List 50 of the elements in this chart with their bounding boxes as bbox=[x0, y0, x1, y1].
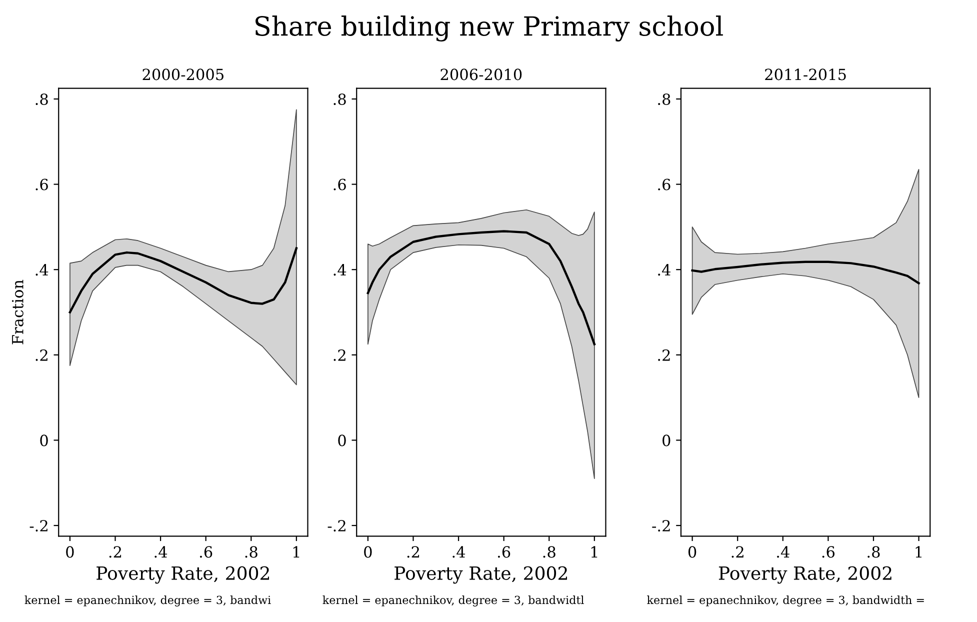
y-tick-label: .4 bbox=[36, 264, 48, 276]
x-tick-label: .8 bbox=[245, 546, 258, 558]
x-tick-label: .8 bbox=[543, 546, 556, 558]
x-axis-title: Poverty Rate, 2002 bbox=[394, 566, 567, 584]
y-tick-label: .2 bbox=[36, 349, 48, 361]
y-tick-label: .6 bbox=[658, 178, 670, 190]
text: kernel = epanechnikov, degree = 3, bandwidth = bbox=[647, 596, 924, 606]
x-tick-label: .6 bbox=[822, 546, 835, 558]
x-tick-label: .4 bbox=[452, 546, 466, 558]
x-tick-label: 0 bbox=[66, 546, 74, 558]
x-tick-label: .2 bbox=[732, 546, 744, 558]
y-tick-label: -.2 bbox=[328, 520, 346, 532]
x-tick-label: 0 bbox=[364, 546, 372, 558]
y-tick-label: .8 bbox=[334, 93, 346, 106]
chart-title: 2011-2015 bbox=[765, 68, 846, 80]
x-tick-label: .4 bbox=[154, 546, 168, 558]
y-axis-title: Fraction bbox=[12, 280, 24, 344]
y-tick-label: .8 bbox=[658, 93, 670, 106]
x-tick-label: 1 bbox=[916, 546, 922, 558]
y-tick-label: .2 bbox=[658, 349, 670, 361]
x-tick-label: .8 bbox=[868, 546, 880, 558]
chart-title: 2000-2005 bbox=[142, 68, 224, 80]
y-tick-label: 0 bbox=[662, 434, 670, 446]
y-tick-label: .6 bbox=[36, 178, 48, 190]
text: kernel = epanechnikov, degree = 3, bandwi bbox=[24, 596, 271, 606]
text: kernel = epanechnikov, degree = 3, bandwidtl bbox=[322, 596, 584, 606]
y-tick-label: .4 bbox=[658, 264, 670, 276]
x-tick-label: .6 bbox=[200, 546, 212, 558]
x-axis-title: Poverty Rate, 2002 bbox=[718, 566, 892, 584]
x-tick-label: .2 bbox=[407, 546, 420, 558]
line-series bbox=[691, 260, 920, 284]
y-tick-label: .2 bbox=[334, 349, 346, 361]
y-tick-label: -.2 bbox=[652, 520, 670, 532]
text: Share building new Primary school bbox=[256, 16, 723, 42]
x-tick-label: 1 bbox=[591, 546, 598, 558]
chart-title: 2006-2010 bbox=[440, 68, 522, 80]
y-tick-label: 0 bbox=[338, 434, 346, 446]
y-tick-label: .6 bbox=[334, 178, 346, 190]
x-tick-label: .6 bbox=[498, 546, 510, 558]
y-tick-label: .8 bbox=[36, 93, 48, 106]
x-tick-label: 1 bbox=[293, 546, 300, 558]
y-tick-label: -.2 bbox=[30, 520, 48, 532]
y-tick-label: .4 bbox=[334, 264, 346, 276]
line-series bbox=[68, 247, 298, 314]
x-axis-title: Poverty Rate, 2002 bbox=[96, 566, 269, 584]
x-tick-label: .4 bbox=[777, 546, 790, 558]
line-series bbox=[366, 230, 596, 346]
x-tick-label: .2 bbox=[109, 546, 122, 558]
x-tick-label: 0 bbox=[688, 546, 696, 558]
y-tick-label: 0 bbox=[40, 434, 48, 446]
